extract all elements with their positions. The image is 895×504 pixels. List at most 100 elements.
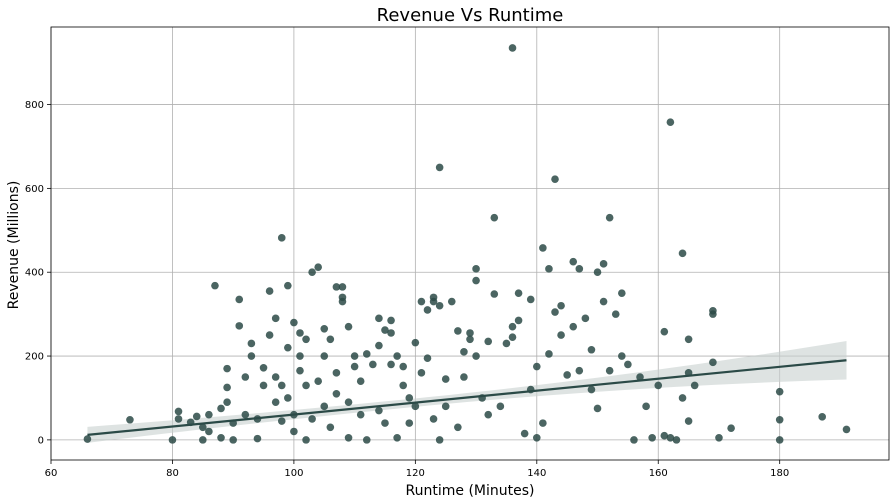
data-point	[387, 316, 395, 325]
data-point	[472, 352, 480, 360]
data-point	[326, 423, 335, 432]
y-tick-label: 800	[25, 100, 44, 111]
data-point	[344, 398, 353, 406]
data-point	[217, 433, 225, 442]
data-point	[259, 381, 268, 390]
data-point	[205, 410, 213, 419]
data-point	[381, 419, 389, 427]
data-points	[83, 44, 851, 444]
data-point	[302, 381, 310, 390]
data-point	[514, 289, 523, 297]
regression-line	[87, 359, 847, 436]
data-point	[296, 329, 304, 337]
data-point	[375, 406, 383, 415]
data-point	[454, 423, 462, 432]
data-point	[678, 394, 687, 402]
data-point	[605, 366, 614, 375]
data-point	[520, 429, 529, 438]
data-point	[508, 44, 517, 52]
data-point	[265, 287, 274, 295]
data-point	[472, 265, 480, 273]
data-point	[423, 306, 432, 314]
data-point	[320, 402, 329, 411]
x-axis-label: Runtime (Minutes)	[406, 483, 535, 499]
y-tick-label: 200	[25, 352, 44, 363]
data-point	[551, 175, 559, 183]
data-point	[223, 364, 231, 373]
data-point	[174, 415, 183, 423]
data-point	[654, 381, 663, 390]
data-point	[435, 301, 444, 310]
data-point	[678, 249, 687, 258]
grid	[50, 27, 889, 460]
data-point	[217, 404, 225, 413]
data-point	[611, 310, 620, 318]
data-point	[174, 407, 183, 416]
data-point	[575, 265, 584, 273]
data-point	[545, 350, 553, 358]
data-point	[296, 352, 304, 360]
data-point	[241, 373, 250, 381]
data-point	[235, 295, 244, 304]
data-point	[259, 363, 268, 372]
regression-line-group	[87, 359, 847, 436]
data-point	[715, 433, 723, 442]
data-point	[362, 350, 371, 358]
data-point	[727, 424, 735, 432]
data-point	[618, 289, 626, 297]
data-point	[381, 326, 389, 334]
plot-frame	[50, 26, 890, 461]
data-point	[326, 335, 335, 344]
data-point	[356, 410, 365, 419]
data-point	[332, 389, 341, 398]
data-point	[320, 325, 329, 333]
data-point	[557, 331, 565, 339]
data-point	[842, 425, 851, 434]
data-point	[472, 276, 480, 285]
data-point	[308, 415, 316, 423]
y-tick-label: 0	[38, 435, 44, 446]
data-point	[775, 436, 784, 444]
data-point	[605, 213, 614, 222]
data-point	[539, 419, 547, 427]
data-point	[375, 341, 383, 350]
data-point	[454, 327, 462, 335]
x-tick-label: 160	[649, 468, 668, 479]
data-point	[618, 352, 626, 360]
data-point	[624, 360, 632, 369]
data-point	[660, 431, 669, 440]
data-point	[253, 434, 262, 443]
chart-title: Revenue Vs Runtime	[377, 5, 564, 26]
data-point	[199, 423, 207, 432]
data-point	[526, 295, 535, 304]
data-point	[818, 413, 827, 421]
data-point	[241, 410, 250, 419]
data-point	[642, 402, 650, 411]
data-point	[205, 427, 213, 436]
data-point	[302, 436, 310, 444]
x-tick-label: 180	[770, 468, 789, 479]
data-point	[369, 360, 377, 369]
data-point	[441, 375, 450, 383]
data-point	[308, 268, 316, 277]
data-point	[484, 410, 493, 419]
data-point	[284, 343, 292, 352]
data-point	[587, 385, 596, 394]
data-point	[192, 412, 201, 421]
y-tick-label: 400	[25, 268, 44, 279]
data-point	[514, 316, 523, 325]
data-point	[277, 417, 286, 425]
data-point	[569, 257, 578, 266]
data-point	[690, 381, 699, 390]
data-point	[532, 362, 541, 371]
data-point	[229, 436, 237, 444]
data-point	[405, 394, 414, 402]
data-point	[290, 427, 298, 436]
data-point	[417, 369, 426, 377]
data-point	[387, 360, 395, 369]
data-point	[411, 402, 420, 411]
data-point	[362, 436, 371, 444]
data-point	[338, 283, 347, 291]
data-point	[393, 352, 401, 360]
